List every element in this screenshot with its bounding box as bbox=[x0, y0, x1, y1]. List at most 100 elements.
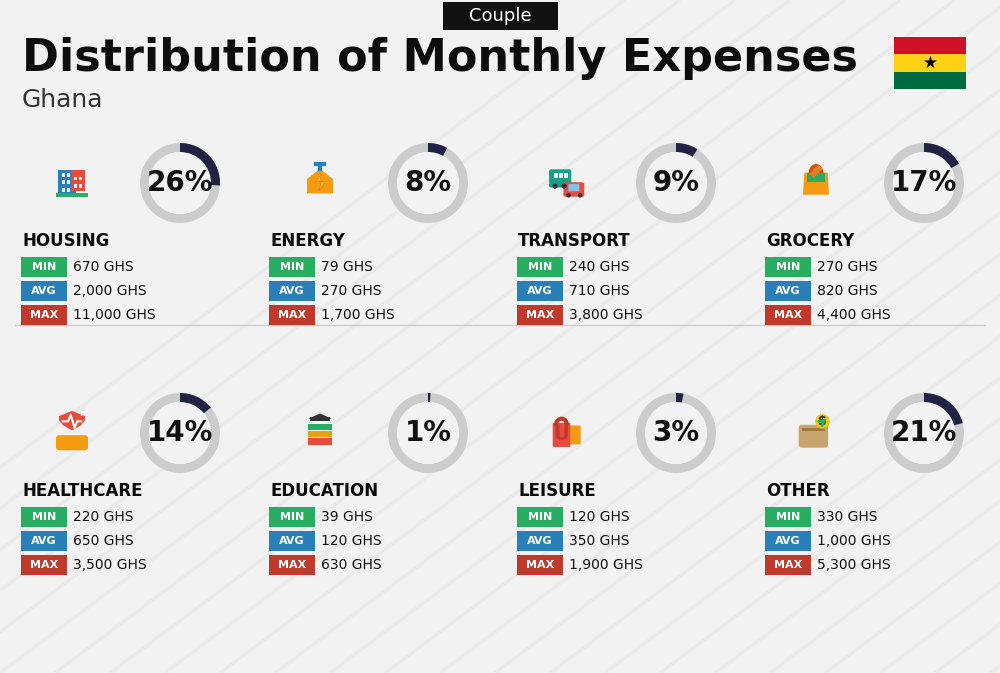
Wedge shape bbox=[636, 393, 716, 473]
Circle shape bbox=[578, 193, 583, 198]
Text: 710 GHS: 710 GHS bbox=[569, 284, 630, 298]
Text: MIN: MIN bbox=[528, 262, 552, 272]
Text: GROCERY: GROCERY bbox=[766, 232, 854, 250]
Wedge shape bbox=[676, 393, 683, 402]
Circle shape bbox=[645, 402, 707, 464]
Text: AVG: AVG bbox=[31, 286, 57, 296]
FancyBboxPatch shape bbox=[21, 555, 67, 575]
Text: 820 GHS: 820 GHS bbox=[817, 284, 878, 298]
FancyBboxPatch shape bbox=[894, 37, 966, 55]
Polygon shape bbox=[316, 174, 325, 191]
Wedge shape bbox=[636, 143, 716, 223]
Text: AVG: AVG bbox=[527, 536, 553, 546]
Text: $: $ bbox=[818, 415, 827, 428]
Text: MAX: MAX bbox=[278, 310, 306, 320]
Circle shape bbox=[397, 152, 459, 214]
FancyBboxPatch shape bbox=[799, 425, 828, 448]
FancyBboxPatch shape bbox=[802, 428, 825, 431]
Text: ★: ★ bbox=[923, 54, 937, 72]
Text: 21%: 21% bbox=[891, 419, 957, 447]
Wedge shape bbox=[676, 143, 697, 157]
Text: 79 GHS: 79 GHS bbox=[321, 260, 373, 274]
FancyBboxPatch shape bbox=[310, 417, 330, 421]
FancyBboxPatch shape bbox=[554, 173, 558, 178]
FancyBboxPatch shape bbox=[308, 431, 332, 437]
Text: 3,500 GHS: 3,500 GHS bbox=[73, 558, 147, 572]
Wedge shape bbox=[428, 393, 431, 402]
Circle shape bbox=[566, 193, 571, 198]
FancyBboxPatch shape bbox=[269, 281, 315, 301]
Text: OTHER: OTHER bbox=[766, 482, 830, 500]
Text: 26%: 26% bbox=[147, 169, 213, 197]
FancyBboxPatch shape bbox=[517, 257, 563, 277]
Text: 270 GHS: 270 GHS bbox=[321, 284, 382, 298]
FancyBboxPatch shape bbox=[549, 170, 571, 188]
Wedge shape bbox=[884, 393, 964, 473]
FancyBboxPatch shape bbox=[67, 172, 70, 176]
Text: 9%: 9% bbox=[652, 169, 700, 197]
Wedge shape bbox=[180, 393, 211, 413]
FancyBboxPatch shape bbox=[517, 305, 563, 325]
FancyBboxPatch shape bbox=[894, 55, 966, 71]
Wedge shape bbox=[388, 143, 468, 223]
FancyBboxPatch shape bbox=[559, 173, 563, 178]
FancyBboxPatch shape bbox=[269, 507, 315, 527]
FancyBboxPatch shape bbox=[79, 184, 82, 188]
Text: Distribution of Monthly Expenses: Distribution of Monthly Expenses bbox=[22, 36, 858, 79]
Text: 220 GHS: 220 GHS bbox=[73, 510, 134, 524]
FancyBboxPatch shape bbox=[67, 180, 70, 184]
Wedge shape bbox=[388, 393, 468, 473]
Text: TRANSPORT: TRANSPORT bbox=[518, 232, 631, 250]
FancyBboxPatch shape bbox=[71, 170, 85, 191]
FancyBboxPatch shape bbox=[56, 435, 88, 450]
Circle shape bbox=[552, 184, 558, 188]
Text: 17%: 17% bbox=[891, 169, 957, 197]
FancyBboxPatch shape bbox=[62, 188, 65, 192]
FancyBboxPatch shape bbox=[517, 555, 563, 575]
Circle shape bbox=[562, 184, 567, 188]
Text: 3,800 GHS: 3,800 GHS bbox=[569, 308, 643, 322]
FancyBboxPatch shape bbox=[553, 423, 570, 447]
FancyBboxPatch shape bbox=[765, 555, 811, 575]
Text: 8%: 8% bbox=[404, 169, 452, 197]
Circle shape bbox=[815, 414, 830, 429]
Text: MIN: MIN bbox=[776, 262, 800, 272]
Text: 39 GHS: 39 GHS bbox=[321, 510, 373, 524]
FancyBboxPatch shape bbox=[21, 281, 67, 301]
FancyBboxPatch shape bbox=[442, 2, 558, 30]
Text: +: + bbox=[76, 409, 86, 419]
FancyBboxPatch shape bbox=[56, 193, 88, 197]
FancyBboxPatch shape bbox=[269, 257, 315, 277]
Text: MAX: MAX bbox=[526, 560, 554, 570]
FancyBboxPatch shape bbox=[58, 170, 76, 196]
Text: Ghana: Ghana bbox=[22, 88, 104, 112]
Text: 14%: 14% bbox=[147, 419, 213, 447]
FancyBboxPatch shape bbox=[62, 180, 65, 184]
Wedge shape bbox=[140, 393, 220, 473]
Text: HEALTHCARE: HEALTHCARE bbox=[22, 482, 143, 500]
FancyBboxPatch shape bbox=[807, 172, 825, 182]
Text: 330 GHS: 330 GHS bbox=[817, 510, 878, 524]
Text: AVG: AVG bbox=[279, 536, 305, 546]
Text: EDUCATION: EDUCATION bbox=[270, 482, 378, 500]
Text: MAX: MAX bbox=[30, 560, 58, 570]
Polygon shape bbox=[59, 411, 85, 431]
Text: 1,700 GHS: 1,700 GHS bbox=[321, 308, 395, 322]
FancyBboxPatch shape bbox=[21, 305, 67, 325]
Wedge shape bbox=[884, 143, 964, 223]
Text: MAX: MAX bbox=[278, 560, 306, 570]
FancyBboxPatch shape bbox=[765, 531, 811, 551]
Wedge shape bbox=[428, 143, 447, 156]
Text: MIN: MIN bbox=[32, 512, 56, 522]
Text: MAX: MAX bbox=[774, 560, 802, 570]
FancyBboxPatch shape bbox=[21, 257, 67, 277]
FancyBboxPatch shape bbox=[517, 281, 563, 301]
FancyBboxPatch shape bbox=[564, 173, 568, 178]
FancyBboxPatch shape bbox=[765, 281, 811, 301]
Text: ENERGY: ENERGY bbox=[270, 232, 345, 250]
Text: AVG: AVG bbox=[527, 286, 553, 296]
Circle shape bbox=[893, 152, 955, 214]
Text: MIN: MIN bbox=[280, 262, 304, 272]
Wedge shape bbox=[924, 393, 963, 425]
FancyBboxPatch shape bbox=[517, 531, 563, 551]
